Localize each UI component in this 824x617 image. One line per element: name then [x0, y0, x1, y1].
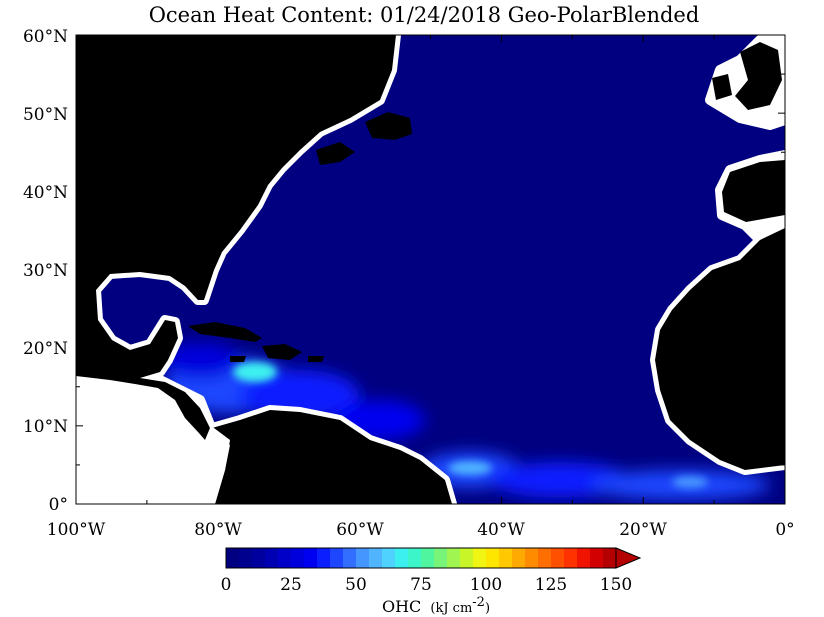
colorbar-swatch	[473, 548, 487, 568]
lon-label-100w: 100°W	[47, 520, 106, 540]
colorbar-swatch	[265, 548, 279, 568]
colorbar-swatch	[486, 548, 500, 568]
land-iberia	[722, 160, 785, 222]
colorbar-swatch	[499, 548, 513, 568]
colorbar-swatch	[603, 548, 617, 568]
map-plot-area	[76, 35, 785, 504]
lat-tick-labels: 0° 10°N 20°N 30°N 40°N 50°N 60°N	[23, 27, 68, 515]
lon-label-80w: 80°W	[194, 520, 242, 540]
land-greenland-corner	[240, 35, 260, 50]
colorbar-swatch	[369, 548, 383, 568]
lon-label-40w: 40°W	[477, 520, 525, 540]
colorbar-label-50: 50	[345, 575, 367, 595]
colorbar-swatch	[252, 548, 266, 568]
colorbar-swatch	[278, 548, 292, 568]
axis-ticks	[75, 34, 786, 505]
colorbar-swatch	[239, 548, 253, 568]
colorbar-swatch	[421, 548, 435, 568]
colorbar-label-75: 75	[410, 575, 432, 595]
colorbar-swatch	[343, 548, 357, 568]
colorbar-swatch	[525, 548, 539, 568]
colorbar-swatch	[226, 548, 240, 568]
lat-label-30n: 30°N	[23, 261, 68, 281]
land-south-america	[205, 410, 452, 504]
lat-label-10n: 10°N	[23, 417, 68, 437]
colorbar-swatch	[304, 548, 318, 568]
colorbar-tick-labels: 0 25 50 75 100 125 150	[221, 575, 633, 595]
land-nova-scotia	[316, 142, 355, 165]
colorbar-swatch	[447, 548, 461, 568]
lat-label-0: 0°	[49, 495, 68, 515]
colorbar-extend-arrow	[615, 547, 642, 569]
land-ireland	[712, 74, 732, 100]
colorbar-swatch	[330, 548, 344, 568]
lon-tick-labels: 100°W 80°W 60°W 40°W 20°W 0°	[47, 520, 795, 540]
colorbar-label-150: 150	[600, 575, 632, 595]
land-central-america	[76, 376, 210, 440]
land-africa	[655, 228, 785, 470]
colorbar-swatch	[382, 548, 396, 568]
land-jamaica	[230, 356, 246, 362]
colorbar-swatch	[408, 548, 422, 568]
colorbar-label-25: 25	[280, 575, 302, 595]
ohc-heat-field	[160, 342, 770, 500]
ohc-hotspots	[233, 362, 708, 488]
land-british-isles	[735, 42, 782, 110]
colorbar-swatch	[356, 548, 370, 568]
colorbar-label-125: 125	[535, 575, 567, 595]
colorbar-swatch	[551, 548, 565, 568]
land-masses	[76, 35, 785, 504]
colorbar-swatch	[564, 548, 578, 568]
lon-label-0: 0°	[775, 520, 794, 540]
lat-label-40n: 40°N	[23, 183, 68, 203]
colorbar-swatch	[590, 548, 604, 568]
lat-label-50n: 50°N	[23, 105, 68, 125]
colorbar-swatch	[538, 548, 552, 568]
land-hispaniola	[262, 344, 302, 360]
colorbar-swatch	[395, 548, 409, 568]
colorbar-swatch	[434, 548, 448, 568]
colorbar-swatch	[291, 548, 305, 568]
colorbar-label-0: 0	[221, 575, 232, 595]
colorbar-label-100: 100	[470, 575, 502, 595]
colorbar-swatch	[577, 548, 591, 568]
lon-label-20w: 20°W	[619, 520, 667, 540]
lat-label-20n: 20°N	[23, 339, 68, 359]
land-newfoundland	[365, 112, 412, 140]
lon-label-60w: 60°W	[336, 520, 384, 540]
colorbar-swatch	[317, 548, 331, 568]
land-cuba	[188, 322, 262, 342]
colorbar	[225, 547, 642, 569]
colorbar-frame	[225, 547, 617, 569]
colorbar-swatch	[512, 548, 526, 568]
map-title: Ocean Heat Content: 01/24/2018 Geo-Polar…	[149, 3, 700, 27]
lat-label-60n: 60°N	[23, 27, 68, 47]
colorbar-title: OHC (kJ cm-2)	[382, 595, 490, 616]
colorbar-swatch	[460, 548, 474, 568]
land-puerto-rico	[308, 356, 324, 362]
land-north-america	[76, 35, 396, 378]
